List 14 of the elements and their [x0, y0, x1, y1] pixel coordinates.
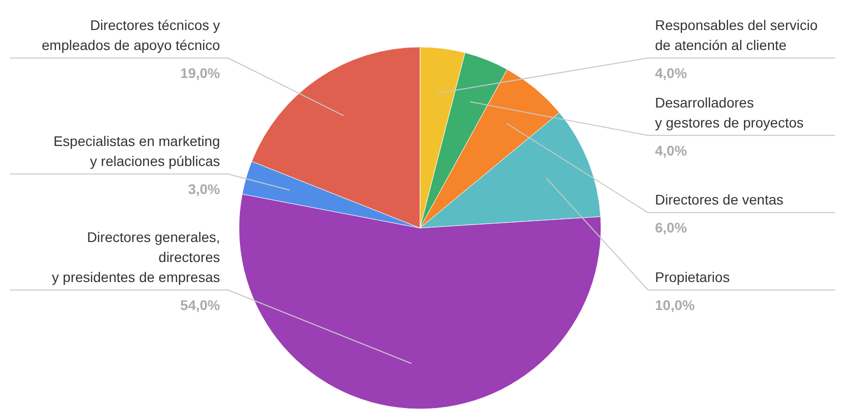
data-label: 4,0% [655, 142, 688, 158]
data-label: 6,0% [655, 220, 688, 236]
data-label: 54,0% [180, 297, 221, 313]
data-label: 19,0% [180, 65, 221, 81]
slice-label: Directores técnicos y empleados de apoyo técnico [42, 17, 220, 53]
slice-label: Directores generales, directores y presidentes de empresas [52, 229, 220, 285]
slice-label: Especialistas en marketing y relaciones públicas [53, 133, 220, 169]
data-label: 10,0% [655, 297, 696, 313]
slice-label: Desarrolladores y gestores de proyectos [655, 94, 804, 130]
data-label: 3,0% [188, 181, 221, 197]
slice-label: Propietarios [655, 269, 730, 285]
slice-label: Directores de ventas [655, 192, 784, 208]
slice-label: Responsables del servicio de atención al cliente [655, 17, 818, 53]
data-label: 4,0% [655, 65, 688, 81]
